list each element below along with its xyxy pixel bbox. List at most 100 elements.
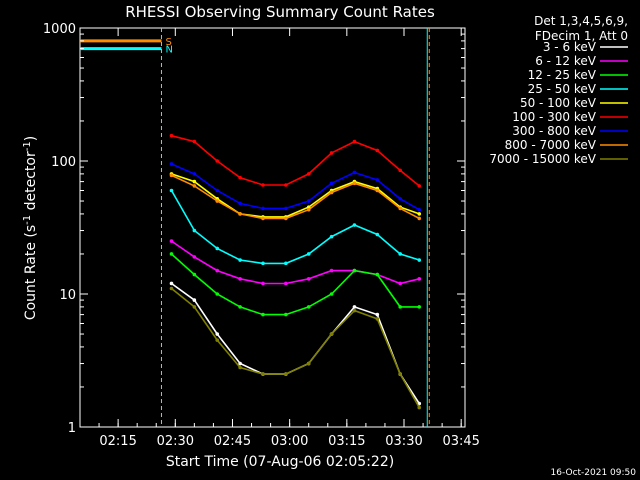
series-point-8 [192, 305, 197, 309]
series-line-6 [171, 163, 420, 211]
series-point-3 [192, 228, 197, 233]
series-point-7 [306, 207, 311, 212]
legend-header-2: FDecim 1, Att 0 [535, 29, 628, 43]
series-point-7 [169, 173, 174, 178]
series-point-3 [238, 258, 242, 262]
legend-label-8: 7000 - 15000 keV [489, 152, 596, 166]
series-point-8 [398, 372, 402, 376]
series-point-7 [398, 206, 402, 211]
series-point-1 [329, 268, 334, 273]
series-point-8 [238, 365, 242, 370]
series-point-7 [261, 216, 265, 221]
series-point-1 [169, 239, 174, 243]
series-point-5 [329, 151, 334, 155]
series-point-6 [329, 181, 334, 186]
x-tick-label: 02:15 [99, 434, 136, 449]
legend-label-6: 300 - 800 keV [512, 124, 596, 138]
series-point-0 [215, 332, 220, 336]
x-tick-label: 02:45 [214, 434, 251, 449]
series-point-4 [192, 179, 197, 184]
series-point-3 [352, 223, 357, 227]
flag-label-N: N [165, 45, 172, 56]
series-point-6 [169, 162, 174, 166]
series-point-5 [261, 183, 265, 187]
series-point-2 [169, 252, 174, 256]
series-line-5 [171, 134, 420, 187]
series-point-6 [284, 206, 288, 211]
series-point-0 [375, 312, 380, 317]
series-point-2 [352, 268, 357, 273]
series-point-6 [261, 206, 265, 211]
series-point-6 [398, 196, 402, 201]
series-point-6 [215, 188, 220, 193]
series-point-3 [169, 188, 174, 193]
series-point-3 [306, 252, 311, 256]
series-point-7 [329, 190, 334, 195]
x-tick-label: 03:30 [385, 434, 422, 449]
series-point-5 [169, 133, 174, 138]
series-point-0 [352, 305, 357, 309]
series-point-7 [192, 184, 197, 188]
series-point-2 [329, 292, 334, 296]
y-axis-label: Count Rate (s-1 detector-1) [22, 136, 40, 320]
series-point-8 [352, 308, 357, 313]
series-point-6 [306, 199, 311, 203]
series-point-0 [169, 281, 174, 286]
series-point-5 [352, 139, 357, 144]
series-point-2 [417, 305, 422, 309]
series-point-1 [284, 281, 288, 286]
series-point-5 [375, 148, 380, 153]
series-point-7 [238, 212, 242, 216]
series-point-5 [284, 183, 288, 187]
legend-label-0: 3 - 6 keV [543, 40, 597, 54]
legend-label-3: 25 - 50 keV [528, 82, 597, 96]
series-point-8 [284, 372, 288, 376]
legend-label-1: 6 - 12 keV [535, 54, 597, 68]
series-point-6 [375, 178, 380, 182]
series-point-8 [417, 405, 422, 410]
timestamp: 16-Oct-2021 09:50 [551, 468, 637, 478]
series-point-5 [306, 172, 311, 176]
series-line-4 [171, 173, 420, 218]
axis-ticks: 1 10 100 1000 02:15 02:30 02:45 03:00 03:15 03:30… [43, 22, 480, 449]
legend-label-7: 800 - 7000 keV [505, 138, 597, 152]
x-tick-label: 03:15 [328, 434, 365, 449]
series-point-3 [375, 232, 380, 237]
series-point-3 [284, 261, 288, 266]
y-axis-label-sup2: -1 [22, 141, 33, 151]
series-point-1 [238, 277, 242, 281]
series-point-5 [398, 168, 402, 173]
legend-header-1: Det 1,3,4,5,6,9, [534, 14, 628, 28]
legend: Det 1,3,4,5,6,9, FDecim 1, Att 0 3 - 6 k… [489, 14, 628, 166]
series-point-6 [238, 201, 242, 206]
series-point-2 [375, 272, 380, 277]
series-point-8 [306, 361, 311, 366]
series-point-3 [329, 234, 334, 239]
series-point-3 [417, 258, 422, 262]
series-point-0 [192, 298, 197, 302]
series-point-8 [329, 332, 334, 336]
series-point-1 [398, 281, 402, 286]
series-point-3 [398, 252, 402, 256]
series-point-7 [375, 188, 380, 193]
series-line-8 [170, 287, 420, 408]
series-point-3 [261, 261, 265, 266]
x-tick-label: 03:00 [271, 434, 308, 449]
series-line-7 [171, 174, 420, 220]
status-flags: SN [80, 28, 430, 427]
series-line-2 [170, 253, 420, 316]
y-tick-label: 1 [68, 421, 76, 436]
series-line-1 [171, 240, 420, 285]
series-point-2 [284, 312, 288, 317]
series-point-7 [352, 181, 357, 186]
plot-frame [79, 27, 466, 428]
series-point-1 [215, 268, 220, 273]
series-point-6 [417, 207, 422, 212]
legend-label-4: 50 - 100 keV [520, 96, 597, 110]
series-point-8 [375, 317, 380, 321]
series-point-8 [261, 372, 265, 376]
series-point-7 [284, 216, 288, 221]
series-point-2 [215, 292, 220, 296]
